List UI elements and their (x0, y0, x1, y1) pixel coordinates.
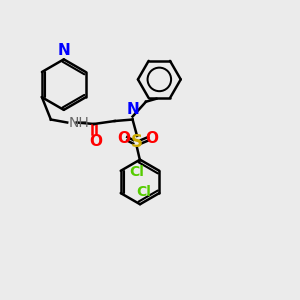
Text: NH: NH (69, 116, 89, 130)
Text: Cl: Cl (129, 165, 144, 179)
Text: O: O (89, 134, 102, 149)
Text: Cl: Cl (136, 184, 151, 199)
Text: S: S (131, 133, 143, 151)
Text: N: N (57, 43, 70, 58)
Text: N: N (126, 102, 139, 117)
Text: O: O (146, 131, 158, 146)
Text: O: O (117, 131, 130, 146)
